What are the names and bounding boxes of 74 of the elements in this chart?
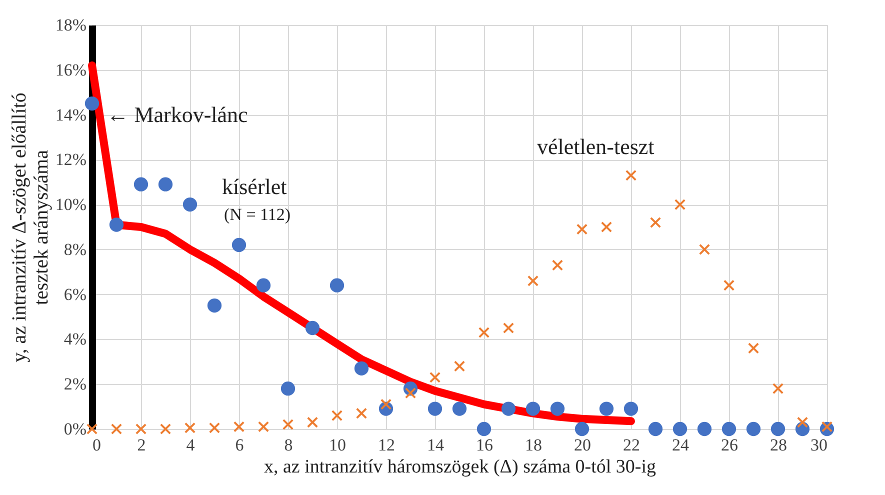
x-tick-label: 10	[329, 436, 346, 454]
point	[84, 96, 100, 111]
x-tick-label: 12	[378, 436, 395, 454]
x-tick-label: 28	[770, 436, 787, 454]
y-axis-title: y, az intranzitív Δ-szöget előállító tesztek arányszáma	[8, 92, 52, 362]
y-tick-label: 16%	[55, 60, 86, 80]
point	[209, 422, 220, 434]
x-tick-label: 24	[672, 436, 690, 454]
y-tick-label: 14%	[55, 105, 86, 124]
point	[428, 402, 442, 416]
y-tick-label: 12%	[55, 150, 86, 170]
point	[724, 280, 734, 291]
point	[648, 422, 663, 436]
point	[182, 198, 198, 212]
point	[256, 278, 271, 292]
annotation: véletlen-teszt	[537, 134, 654, 159]
point	[109, 218, 124, 232]
x-tick-label: 6	[235, 436, 244, 454]
x-tick-label: 18	[525, 436, 542, 454]
x-tick-label: 30	[810, 436, 828, 454]
point	[576, 224, 588, 235]
point	[552, 260, 563, 270]
point	[232, 238, 246, 252]
point	[797, 416, 808, 428]
point	[746, 422, 761, 436]
annotation: ← Markov-lánc	[106, 102, 248, 127]
point	[722, 422, 736, 436]
annotation: (N = 112)	[224, 205, 291, 224]
point	[476, 422, 492, 436]
y-tick-label: 10%	[55, 195, 86, 214]
x-tick-label: 0	[92, 436, 101, 454]
point	[454, 360, 465, 372]
point	[501, 402, 516, 416]
point	[430, 372, 440, 383]
y-tick-label: 8%	[64, 240, 86, 259]
point	[599, 402, 614, 416]
x-tick-label: 14	[427, 436, 444, 454]
point	[207, 298, 222, 313]
y-tick-label: 6%	[64, 284, 86, 304]
x-tick-label: 22	[623, 436, 640, 454]
point	[526, 402, 540, 416]
point	[280, 382, 296, 396]
point	[307, 416, 318, 428]
point	[234, 421, 244, 432]
x-tick-label: 4	[186, 436, 196, 454]
y-tick-label: 2%	[64, 374, 86, 394]
point	[770, 422, 786, 436]
y-tick-label: 18%	[55, 16, 86, 34]
y-tick-label: 4%	[64, 330, 86, 349]
annotation: kísérlet	[222, 174, 287, 199]
point	[550, 402, 565, 416]
point	[258, 421, 269, 432]
point	[528, 276, 538, 286]
point	[626, 170, 636, 181]
x-tick-label: 16	[476, 436, 493, 454]
x-tick-label: 8	[284, 436, 293, 454]
point	[452, 402, 467, 416]
point	[354, 361, 369, 376]
point	[672, 422, 688, 436]
point	[624, 402, 638, 416]
point	[574, 422, 590, 436]
point	[330, 278, 344, 292]
point	[158, 177, 173, 192]
x-tick-label: 20	[574, 436, 591, 454]
point	[356, 408, 367, 419]
x-axis-title: x, az intranzitív háromszögek (Δ) száma 0-tól 30-ig	[264, 456, 657, 478]
point	[305, 320, 320, 336]
y-tick-label: 0%	[64, 420, 86, 438]
point	[697, 422, 712, 436]
point	[184, 422, 196, 434]
x-tick-label: 26	[721, 436, 738, 454]
point	[748, 342, 759, 354]
x-tick-label: 2	[137, 436, 146, 454]
point	[134, 177, 148, 192]
